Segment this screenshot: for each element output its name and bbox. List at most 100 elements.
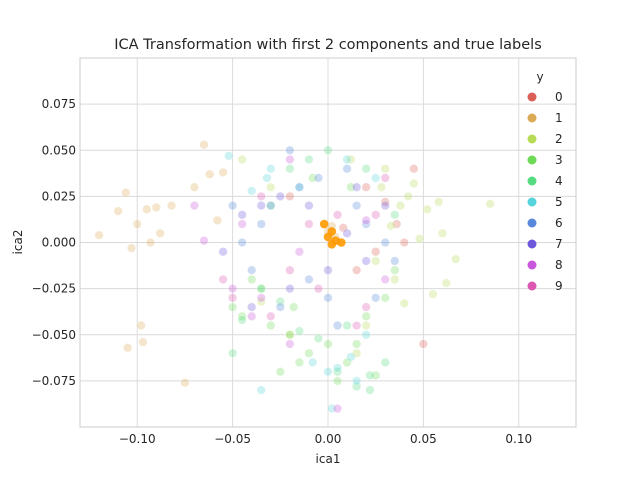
scatter-point	[342, 154, 352, 165]
scatter-point	[346, 182, 356, 192]
scatter-point	[237, 315, 247, 325]
scatter-point	[247, 274, 257, 285]
scatter-point	[361, 256, 371, 266]
scatter-point	[332, 363, 343, 373]
scatter-point	[313, 333, 324, 344]
scatter-point	[323, 265, 333, 275]
legend-marker	[527, 260, 537, 270]
scatter-point	[365, 385, 375, 395]
scatter-point	[256, 191, 266, 201]
legend-marker	[527, 134, 537, 144]
scatter-point	[399, 298, 409, 308]
scatter-point	[403, 191, 413, 201]
scatter-point	[237, 311, 247, 321]
y-tick-label: 0.075	[42, 97, 76, 111]
scatter-point	[352, 320, 362, 331]
x-tick-label: −0.10	[119, 432, 156, 446]
scatter-point	[371, 247, 381, 257]
y-axis-label: ica2	[11, 230, 25, 255]
scatter-point	[399, 237, 409, 248]
scatter-point	[121, 188, 131, 198]
scatter-point	[237, 154, 247, 165]
scatter-point	[285, 284, 295, 294]
legend-marker	[527, 281, 537, 291]
scatter-point	[180, 378, 190, 388]
scatter-point	[392, 219, 402, 229]
scatter-point	[285, 145, 295, 155]
scatter-point	[414, 234, 425, 244]
scatter-point	[304, 348, 314, 358]
scatter-point	[365, 370, 375, 380]
scatter-point	[189, 182, 200, 192]
scatter-point	[352, 348, 362, 358]
legend-marker	[527, 218, 537, 228]
scatter-point	[247, 265, 257, 275]
scatter-point	[342, 357, 352, 368]
scatter-point	[294, 182, 304, 192]
scatter-point	[409, 164, 419, 174]
x-tick-label: 0.00	[315, 432, 342, 446]
legend-label: 8	[555, 258, 563, 272]
x-tick-labels: −0.10 −0.05 0.00 0.05 0.10	[119, 432, 532, 446]
scatter-point	[138, 337, 148, 347]
y-tick-label: −0.050	[32, 328, 76, 342]
scatter-point	[380, 164, 390, 174]
legend-label: 9	[555, 279, 563, 293]
legend-label: 4	[555, 174, 563, 188]
scatter-point	[304, 219, 314, 229]
scatter-point	[371, 293, 381, 303]
scatter-point	[327, 403, 337, 414]
scatter-point	[332, 403, 343, 414]
scatter-point	[342, 320, 352, 331]
y-tick-labels: −0.075 −0.050 −0.025 0.000 0.025 0.050 0.075	[32, 97, 76, 388]
scatter-point	[199, 140, 209, 150]
y-tick-label: −0.075	[32, 374, 76, 388]
scatter-point	[313, 173, 324, 183]
scatter-point	[256, 385, 266, 395]
scatter-point	[352, 265, 362, 275]
highlight-point	[337, 238, 346, 247]
scatter-point	[285, 339, 295, 349]
scatter-point	[323, 293, 333, 303]
scatter-point	[275, 191, 285, 201]
scatter-point	[218, 247, 228, 257]
scatter-point	[199, 236, 209, 246]
plot-frame	[79, 57, 577, 428]
highlight-point	[327, 240, 337, 249]
scatter-point	[323, 367, 333, 377]
scatter-point	[342, 164, 352, 174]
scatter-point	[289, 302, 299, 312]
scatter-point	[361, 215, 371, 225]
legend-label: 6	[555, 216, 563, 230]
scatter-point	[361, 219, 371, 229]
scatter-point	[371, 370, 381, 380]
scatter-point	[205, 169, 215, 179]
scatter-point	[390, 274, 400, 285]
scatter-point	[256, 284, 266, 294]
scatter-point	[390, 265, 400, 275]
y-tick-label: 0.025	[42, 189, 76, 203]
scatter-point	[123, 343, 133, 353]
scatter-point	[294, 326, 304, 336]
scatter-point	[113, 206, 123, 216]
scatter-point	[228, 293, 238, 303]
scatter-point	[275, 302, 285, 312]
scatter-point	[189, 201, 200, 211]
scatter-point	[380, 237, 390, 248]
scatter-point	[434, 197, 444, 207]
scatter-point	[136, 320, 146, 331]
scatter-point	[266, 182, 276, 192]
scatter-point	[237, 210, 247, 220]
scatter-point	[275, 296, 285, 307]
legend-label: 7	[555, 237, 563, 251]
scatter-point	[380, 201, 390, 211]
scatter-point	[247, 311, 257, 321]
scatter-point	[126, 243, 137, 253]
scatter-point	[155, 228, 165, 238]
scatter-point	[352, 376, 362, 386]
legend-marker	[527, 92, 537, 102]
scatter-point	[285, 191, 295, 201]
scatter-point	[323, 145, 333, 155]
scatter-point	[371, 256, 381, 266]
